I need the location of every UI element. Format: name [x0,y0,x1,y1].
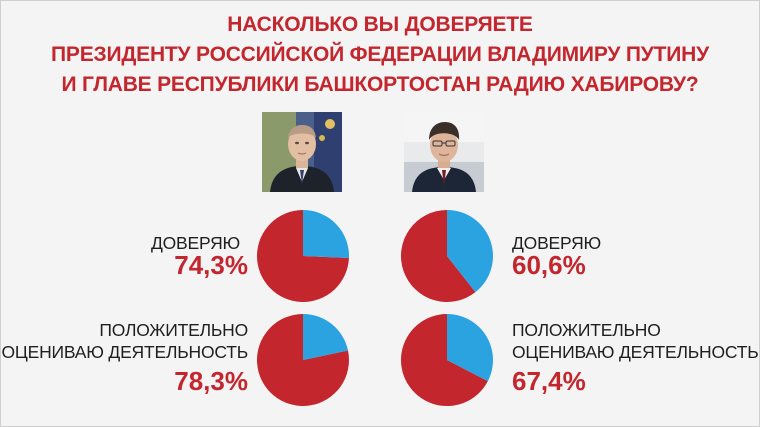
value-approve-president: 78,3% [174,366,248,396]
pie-slice-other [447,314,493,382]
pie-slice-other [303,314,349,360]
pie-approve-president [256,313,350,407]
infographic-title: НАСКОЛЬКО ВЫ ДОВЕРЯЕТЕ ПРЕЗИДЕНТУ РОССИЙ… [0,10,760,100]
title-line: И ГЛАВЕ РЕСПУБЛИКИ БАШКОРТОСТАН РАДИЮ ХА… [61,73,699,96]
pie-trust-president [256,209,350,303]
chart-label-trust-head-of-republic: ДОВЕРЯЮ [512,232,601,254]
pie-slice-other [303,210,350,259]
pie-slice-main [257,210,349,302]
title-line: ПРЕЗИДЕНТУ РОССИЙСКОЙ ФЕДЕРАЦИИ ВЛАДИМИР… [51,43,709,66]
title-line: НАСКОЛЬКО ВЫ ДОВЕРЯЕТЕ [227,13,533,36]
portrait-head-of-republic-photo [404,112,484,192]
label-line: ДОВЕРЯЮ [150,233,240,253]
chart-label-approve-head-of-republic: ПОЛОЖИТЕЛЬНО ОЦЕНИВАЮ ДЕЯТЕЛЬНОСТЬ [512,319,759,363]
label-line: ПОЛОЖИТЕЛЬНО [512,320,661,340]
label-line: ПОЛОЖИТЕЛЬНО [99,320,248,340]
pie-slice-main [256,314,349,406]
label-line: ДОВЕРЯЮ [512,233,602,253]
label-line: ОЦЕНИВАЮ ДЕЯТЕЛЬНОСТЬ [1,342,248,362]
value-trust-president: 74,3% [174,250,248,280]
chart-label-approve-president: ПОЛОЖИТЕЛЬНО ОЦЕНИВАЮ ДЕЯТЕЛЬНОСТЬ [1,319,248,363]
pie-trust-head-of-republic [400,209,494,303]
value-trust-head-of-republic: 60,6% [512,250,586,280]
portrait-president-photo [262,112,342,192]
chart-label-trust-president: ДОВЕРЯЮ [151,232,240,254]
value-approve-head-of-republic: 67,4% [512,366,586,396]
label-line: ОЦЕНИВАЮ ДЕЯТЕЛЬНОСТЬ [512,342,759,362]
pie-approve-head-of-republic [400,313,494,407]
pie-slice-main [400,314,488,406]
pie-slice-other [447,210,493,293]
pie-slice-main [400,210,476,302]
